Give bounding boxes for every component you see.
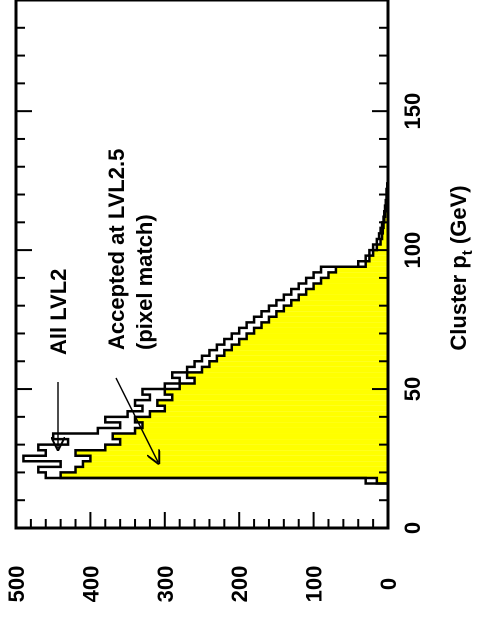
y-tick-label-2: 200 — [227, 566, 252, 603]
y-tick-label-5: 500 — [4, 566, 29, 603]
y-tick-label-1: 100 — [302, 566, 327, 603]
annotation-arrow-accepted — [115, 377, 158, 462]
axis-ticks — [15, 0, 389, 529]
bar-series1-bin47 — [384, 216, 388, 223]
bar-series1-bin2 — [75, 466, 389, 473]
bar-series1-bin25 — [239, 339, 388, 345]
series-outline-layer — [22, 182, 390, 485]
bar-series1-bin40 — [369, 255, 388, 262]
bar-series1-bin16 — [164, 389, 388, 395]
x-tick-label-1: 50 — [400, 377, 425, 401]
y-tick-label-0: 0 — [376, 578, 401, 590]
bar-series1-bin15 — [172, 394, 388, 401]
bar-series1-bin38 — [335, 266, 388, 273]
bar-series1-bin46 — [383, 222, 388, 228]
bar-series1-bin7 — [120, 439, 388, 445]
bar-series1-bin10 — [142, 422, 388, 428]
x-axis-label-subscript: t — [459, 250, 476, 255]
annotation-accepted: Accepted at LVL2.5 — [104, 149, 129, 350]
bar-series1-bin28 — [261, 322, 388, 328]
bar-series1-bin30 — [276, 311, 388, 317]
bar-series1-bin39 — [365, 261, 388, 267]
x-tick-label-3: 150 — [400, 93, 425, 130]
bar-series1-bin6 — [105, 444, 388, 451]
bar-series1-bin4 — [90, 455, 389, 462]
x-tick-label-2: 100 — [400, 232, 425, 269]
bar-series1-bin42 — [376, 244, 388, 251]
bar-series1-bin17 — [179, 383, 388, 390]
bar-series1-bin44 — [382, 233, 388, 239]
bar-series1-bin32 — [291, 300, 388, 306]
bar-series1-bin43 — [380, 238, 388, 245]
bar-series1-bin24 — [231, 344, 388, 351]
x-axis-label: Cluster pt (GeV) — [446, 185, 476, 350]
bar-series1-bin41 — [373, 250, 388, 256]
bar-series1-bin31 — [283, 305, 388, 312]
bar-series1-bin12 — [149, 411, 388, 417]
tick-labels: 0 50 100 150 0 100 200 300 400 500 — [4, 93, 425, 603]
bar-series1-bin36 — [321, 277, 388, 284]
bar-series1-bin11 — [135, 416, 388, 423]
bar-series1-bin22 — [216, 355, 388, 362]
bar-series1-bin20 — [202, 366, 388, 373]
bar-series1-bin34 — [306, 289, 388, 295]
annotation-pixel-match: (pixel match) — [132, 214, 157, 350]
bar-series1-bin1 — [60, 472, 388, 478]
bar-series1-bin21 — [209, 361, 388, 367]
bar-series1-bin23 — [224, 350, 388, 356]
x-axis-label-main: Cluster p — [446, 255, 471, 350]
y-tick-label-4: 400 — [78, 566, 103, 603]
bar-series1-bin14 — [157, 400, 388, 406]
bar-series1-bin29 — [268, 316, 388, 323]
bar-series1-bin45 — [382, 227, 388, 234]
series-outline-0 — [22, 182, 389, 485]
series-outline-1 — [59, 183, 390, 485]
bar-series1-bin18 — [194, 377, 388, 384]
bar-series1-bin26 — [246, 333, 388, 340]
bar-series1-bin27 — [254, 327, 388, 334]
bar-series1-bin37 — [328, 272, 388, 278]
bar-series1-bin5 — [75, 450, 389, 456]
series-fill-layer — [60, 188, 389, 484]
bar-series1-bin0 — [376, 477, 388, 484]
bar-series1-bin35 — [313, 283, 388, 290]
annotations-layer: All LVL2 Accepted at LVL2.5 (pixel match) — [46, 149, 158, 462]
bar-series1-bin19 — [187, 372, 388, 378]
x-tick-label-0: 0 — [400, 522, 425, 534]
plot-frame — [14, 0, 390, 530]
bar-series1-bin3 — [82, 461, 389, 467]
bar-series1-bin8 — [112, 433, 388, 440]
y-tick-label-3: 300 — [153, 566, 178, 603]
bar-series1-bin13 — [164, 405, 388, 412]
annotation-all-lvl2: All LVL2 — [46, 269, 71, 355]
bar-series1-bin9 — [135, 427, 388, 434]
x-axis-label-unit: (GeV) — [446, 185, 471, 250]
bar-series1-bin33 — [298, 294, 388, 301]
